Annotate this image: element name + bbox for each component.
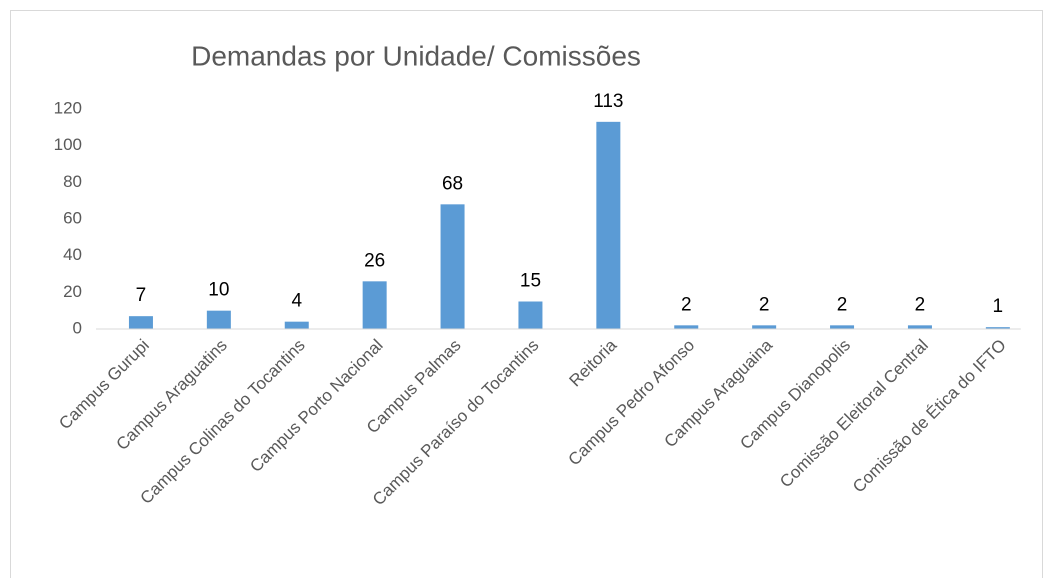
bar bbox=[518, 301, 543, 329]
bar bbox=[985, 327, 1010, 329]
y-tick-label: 20 bbox=[63, 282, 82, 301]
bar bbox=[752, 325, 777, 329]
data-label: 2 bbox=[915, 294, 926, 315]
chart-border bbox=[10, 10, 1043, 578]
bar bbox=[907, 325, 932, 329]
y-tick-label: 0 bbox=[73, 318, 82, 337]
bar bbox=[284, 321, 309, 329]
y-tick-label: 120 bbox=[54, 98, 82, 117]
y-tick-label: 100 bbox=[54, 135, 82, 154]
data-label: 113 bbox=[593, 91, 623, 112]
data-label: 26 bbox=[364, 250, 385, 271]
chart-title: Demandas por Unidade/ Comissões bbox=[191, 40, 641, 71]
bar bbox=[674, 325, 699, 329]
data-label: 7 bbox=[136, 285, 147, 306]
bar bbox=[206, 310, 231, 329]
data-label: 2 bbox=[759, 294, 770, 315]
y-tick-label: 80 bbox=[63, 172, 82, 191]
data-label: 15 bbox=[520, 271, 541, 292]
data-label: 4 bbox=[291, 291, 302, 312]
data-label: 1 bbox=[993, 296, 1004, 317]
data-label: 2 bbox=[681, 294, 692, 315]
bar bbox=[596, 121, 621, 329]
bar bbox=[440, 204, 465, 329]
bar bbox=[362, 281, 387, 329]
bar bbox=[128, 316, 153, 329]
y-tick-label: 40 bbox=[63, 245, 82, 264]
y-tick-label: 60 bbox=[63, 208, 82, 227]
data-label: 2 bbox=[837, 294, 848, 315]
data-label: 10 bbox=[208, 280, 229, 301]
bar bbox=[830, 325, 855, 329]
data-label: 68 bbox=[442, 173, 463, 194]
